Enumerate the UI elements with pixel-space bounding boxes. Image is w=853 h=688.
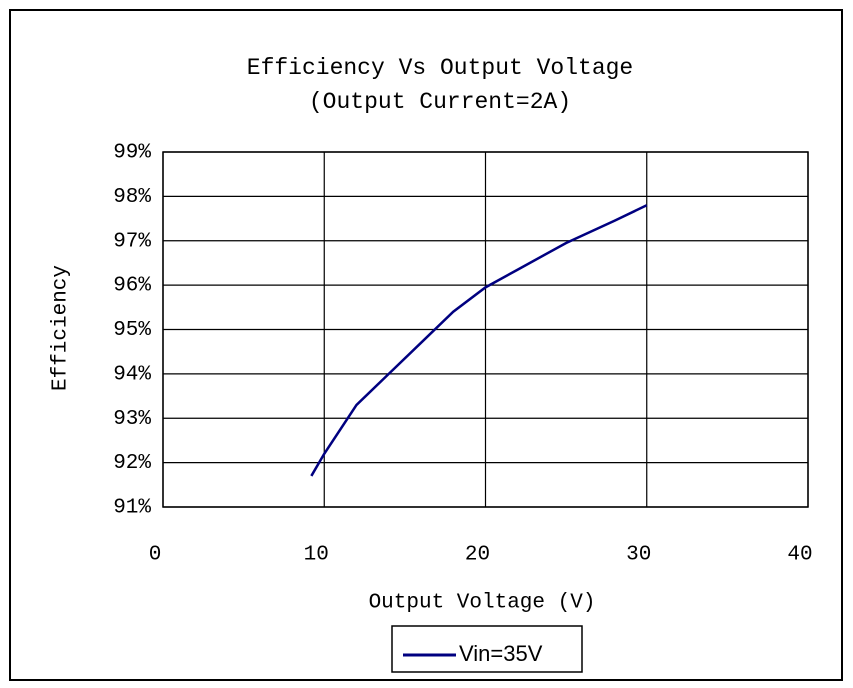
x-tick-label: 20 — [465, 544, 490, 567]
y-tick-label: 92% — [113, 452, 151, 475]
y-tick-label: 94% — [113, 363, 151, 386]
y-tick-label: 96% — [113, 275, 151, 298]
y-axis-label: Efficiency — [50, 265, 73, 391]
chart-frame — [9, 9, 843, 681]
x-tick-label: 10 — [304, 544, 329, 567]
data-line — [310, 204, 648, 477]
y-tick-label: 91% — [113, 497, 151, 520]
x-tick-label: 0 — [149, 544, 162, 567]
x-tick-label: 40 — [787, 544, 812, 567]
y-tick-label: 97% — [113, 230, 151, 253]
chart-title: Efficiency Vs Output Voltage — [247, 55, 633, 81]
legend-box — [391, 625, 583, 673]
legend-text: Vin=35V — [459, 641, 543, 666]
x-tick-label: 30 — [626, 544, 651, 567]
chart-subtitle: (Output Current=2A) — [309, 89, 571, 115]
x-axis-label: Output Voltage (V) — [369, 592, 596, 615]
y-tick-label: 99% — [113, 142, 151, 165]
y-tick-label: 95% — [113, 319, 151, 342]
y-tick-label: 98% — [113, 186, 151, 209]
y-tick-label: 93% — [113, 408, 151, 431]
